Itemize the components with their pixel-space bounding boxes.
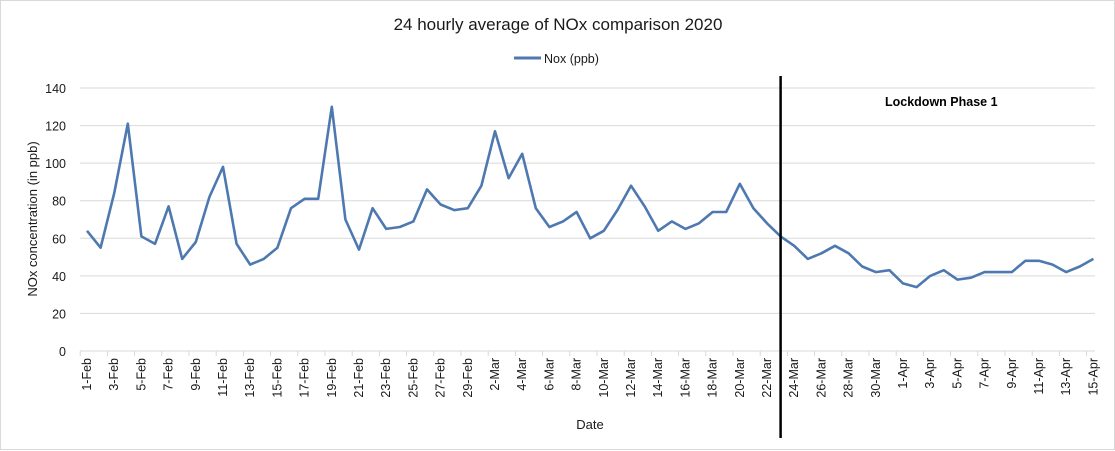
x-tick-label: 5-Feb bbox=[134, 358, 148, 391]
y-tick-label: 60 bbox=[52, 232, 66, 246]
x-tick-label: 10-Mar bbox=[597, 358, 611, 398]
x-tick-label: 11-Feb bbox=[216, 358, 230, 397]
x-tick-label: 22-Mar bbox=[760, 358, 774, 398]
x-tick-label: 7-Apr bbox=[978, 358, 992, 389]
y-tick-label: 20 bbox=[52, 307, 66, 321]
x-tick-label: 26-Mar bbox=[814, 358, 828, 398]
y-tick-label: 120 bbox=[45, 120, 66, 134]
gridlines bbox=[80, 87, 1095, 352]
x-tick-label: 3-Feb bbox=[107, 358, 121, 391]
y-axis-title: NOx concentration (in ppb) bbox=[25, 141, 40, 296]
legend-label: Nox (ppb) bbox=[544, 52, 599, 66]
x-tick-label: 13-Feb bbox=[243, 358, 257, 398]
y-tick-label: 40 bbox=[52, 270, 66, 284]
x-tick-label: 29-Feb bbox=[461, 358, 475, 398]
x-axis: 1-Feb 3-Feb 5-Feb 7-Feb 9-Feb 11-Feb 13-Feb 15-… bbox=[79, 351, 1100, 398]
x-tick-label: 14-Mar bbox=[651, 358, 665, 398]
x-tick-label: 1-Feb bbox=[80, 358, 94, 391]
x-tick-label: 18-Mar bbox=[706, 358, 720, 398]
legend: Nox (ppb) bbox=[514, 52, 599, 66]
x-axis-title: Date bbox=[576, 417, 603, 432]
x-tick-label: 11-Apr bbox=[1032, 358, 1046, 395]
x-tick-label: 21-Feb bbox=[352, 358, 366, 398]
x-tick-label: 2-Mar bbox=[488, 358, 502, 391]
x-tick-label: 28-Mar bbox=[842, 358, 856, 398]
x-tick-label: 20-Mar bbox=[733, 358, 747, 398]
x-tick-label: 23-Feb bbox=[379, 358, 393, 398]
x-tick-label: 9-Feb bbox=[189, 358, 203, 391]
x-tick-label: 24-Mar bbox=[787, 358, 801, 398]
chart-title: 24 hourly average of NOx comparison 2020 bbox=[394, 15, 723, 34]
x-tick-label: 5-Apr bbox=[950, 358, 964, 389]
x-tick-label: 15-Feb bbox=[270, 358, 284, 398]
y-tick-label: 0 bbox=[59, 345, 66, 359]
x-tick-label: 12-Mar bbox=[624, 358, 638, 398]
x-tick-label: 15-Apr bbox=[1086, 358, 1100, 396]
x-tick-label: 1-Apr bbox=[896, 358, 910, 389]
x-tick-label: 25-Feb bbox=[406, 358, 420, 398]
x-tick-label: 6-Mar bbox=[542, 358, 556, 391]
x-tick-label: 8-Mar bbox=[570, 358, 584, 391]
x-tick-label: 30-Mar bbox=[869, 358, 883, 398]
x-tick-label: 19-Feb bbox=[325, 358, 339, 398]
x-tick-label: 27-Feb bbox=[434, 358, 448, 398]
x-tick-label: 17-Feb bbox=[298, 358, 312, 398]
x-tick-label: 9-Apr bbox=[1005, 358, 1019, 389]
y-tick-label: 140 bbox=[45, 82, 66, 96]
x-tick-label: 13-Apr bbox=[1059, 358, 1073, 396]
x-tick-label: 4-Mar bbox=[515, 358, 529, 391]
lockdown-annotation: Lockdown Phase 1 bbox=[885, 95, 998, 109]
x-tick-label: 3-Apr bbox=[923, 358, 937, 389]
y-tick-label: 80 bbox=[52, 195, 66, 209]
y-axis-ticks: 0 20 40 60 80 100 120 140 bbox=[45, 82, 66, 359]
y-tick-label: 100 bbox=[45, 157, 66, 171]
x-tick-label: 7-Feb bbox=[162, 358, 176, 391]
x-tick-label: 16-Mar bbox=[678, 358, 692, 398]
series-line-nox bbox=[85, 105, 1095, 289]
